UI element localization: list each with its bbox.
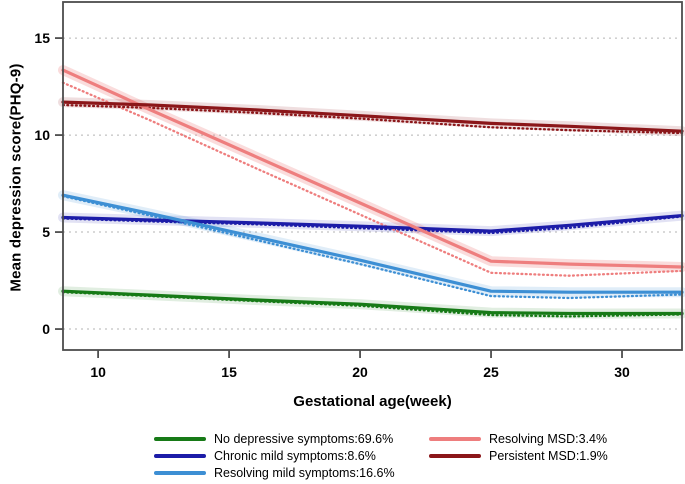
y-axis-title: Mean depression score(PHQ-9) [7,63,25,292]
legend-column-right: Resolving MSD:3.4% Persistent MSD:1.9% [429,430,608,464]
legend-item-label: No depressive symptoms:69.6% [214,431,394,446]
y-tick-label-15: 15 [34,30,50,46]
solid-line-2 [61,193,684,294]
legend-item: No depressive symptoms:69.6% [154,430,395,447]
legend-swatch [429,453,481,458]
trajectory-line-chart: 0 5 10 15 10 15 20 25 30 [34,1,685,380]
legend-item: Resolving MSD:3.4% [429,430,608,447]
legend: No depressive symptoms:69.6% Chronic mild… [0,430,685,484]
solid-line-4 [61,100,684,133]
confidence-band-3 [58,65,685,272]
legend-swatch [154,470,206,475]
y-tick-label-0: 0 [42,321,50,337]
y-tick-label-10: 10 [34,127,50,143]
x-tick-label-25: 25 [483,364,499,380]
dotted-line-3 [61,81,684,277]
legend-item: Persistent MSD:1.9% [429,447,608,464]
solid-line-1 [61,214,684,233]
solid-line-3 [61,68,684,269]
legend-column-left: No depressive symptoms:69.6% Chronic mild… [154,430,395,481]
legend-item: Chronic mild symptoms:8.6% [154,447,395,464]
legend-item: Resolving mild symptoms:16.6% [154,464,395,481]
solid-line-0 [61,289,684,316]
legend-item-label: Chronic mild symptoms:8.6% [214,448,376,463]
legend-item-label: Resolving MSD:3.4% [489,431,608,446]
legend-item-label: Resolving mild symptoms:16.6% [214,465,395,480]
x-tick-label-20: 20 [352,364,368,380]
x-tick-label-15: 15 [221,364,237,380]
legend-swatch [154,436,206,441]
legend-swatch [429,436,481,441]
x-axis-title: Gestational age(week) [293,393,452,410]
y-tick-label-5: 5 [42,224,50,240]
x-tick-label-10: 10 [90,364,106,380]
dotted-line-4 [61,103,684,135]
x-tick-label-30: 30 [614,364,630,380]
plot-border [62,1,683,351]
legend-swatch [154,453,206,458]
legend-item-label: Persistent MSD:1.9% [489,448,608,463]
dotted-line-2 [61,195,684,300]
